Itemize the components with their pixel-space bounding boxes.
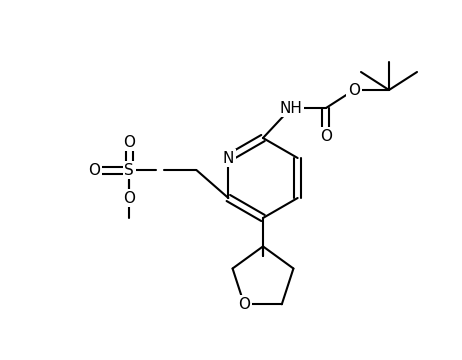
- Text: O: O: [123, 190, 135, 206]
- Text: S: S: [124, 162, 134, 177]
- Text: O: O: [320, 129, 332, 144]
- Text: O: O: [348, 82, 360, 98]
- Text: N: N: [223, 150, 234, 166]
- Text: NH: NH: [280, 100, 303, 116]
- Text: O: O: [123, 135, 135, 149]
- Text: O: O: [238, 297, 250, 312]
- Text: O: O: [88, 162, 100, 177]
